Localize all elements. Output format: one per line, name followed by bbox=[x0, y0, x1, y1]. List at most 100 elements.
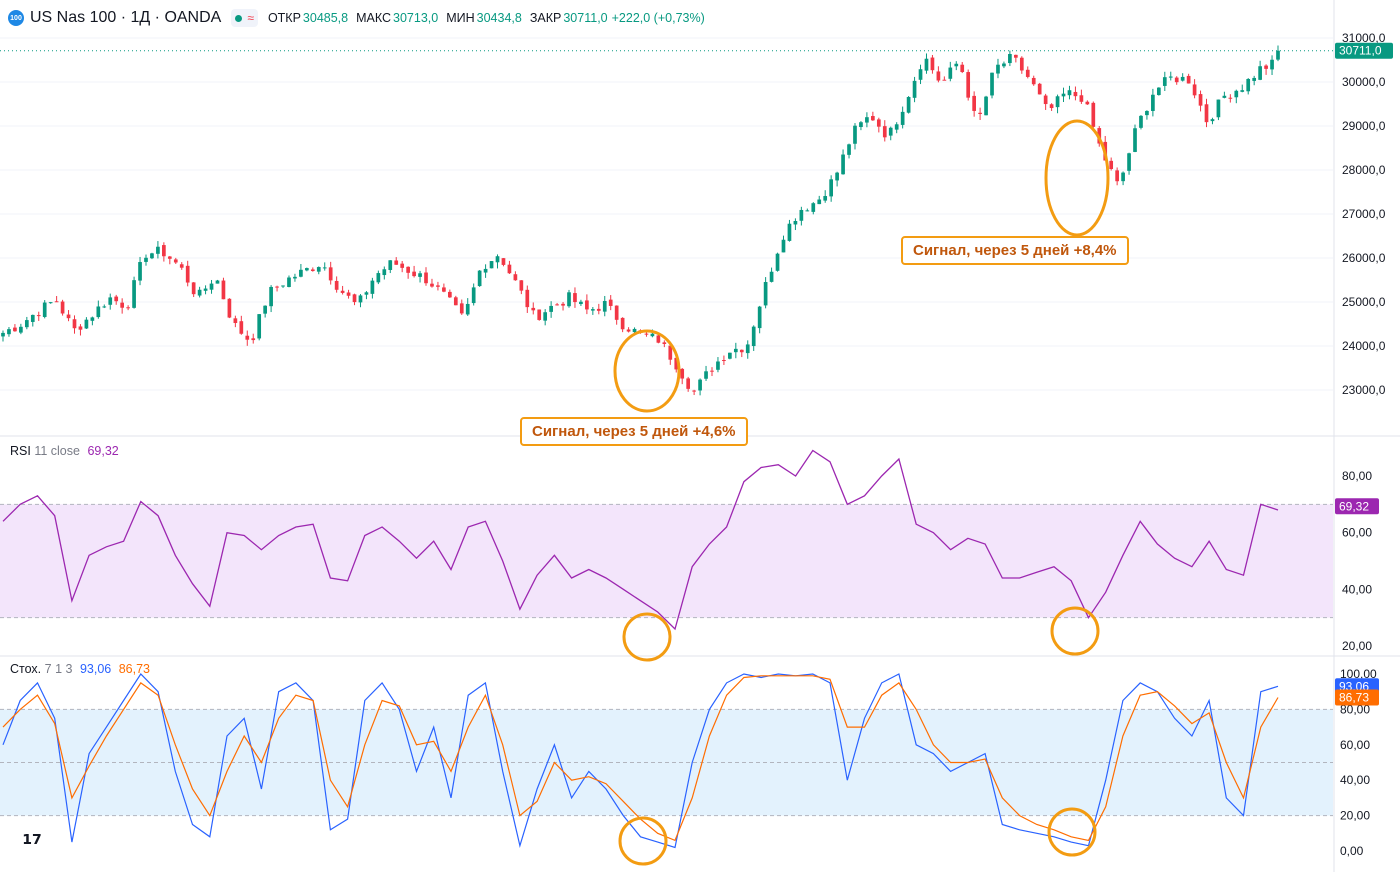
candle-body bbox=[608, 299, 613, 306]
candle-body bbox=[400, 263, 405, 268]
candle-body bbox=[495, 256, 500, 263]
candle-body bbox=[459, 303, 464, 314]
candle-body bbox=[1091, 102, 1096, 127]
candle-body bbox=[525, 289, 530, 308]
rsi-legend[interactable]: RSI 11 close 69,32 bbox=[10, 444, 119, 458]
candle-body bbox=[805, 210, 810, 212]
close-value: 30711,0 bbox=[563, 11, 608, 25]
tradingview-logo-icon[interactable]: 𝟭𝟳 bbox=[22, 830, 42, 847]
candle-body bbox=[316, 267, 321, 272]
candle-body bbox=[1109, 160, 1114, 170]
signal-highlight-circle bbox=[613, 329, 681, 413]
candle-body bbox=[1246, 79, 1251, 92]
candle-body bbox=[84, 319, 89, 329]
candle-body bbox=[322, 267, 327, 269]
candle-body bbox=[352, 294, 357, 303]
candle-body bbox=[888, 127, 893, 136]
candle-body bbox=[96, 306, 101, 318]
candle-body bbox=[1174, 77, 1179, 83]
candle-body bbox=[394, 260, 399, 265]
symbol-title[interactable]: US Nas 100 · 1Д · OANDA bbox=[30, 9, 222, 26]
stoch-k-line bbox=[2, 673, 1279, 849]
candle-body bbox=[215, 280, 220, 284]
change-value: +222,0 (+0,73%) bbox=[611, 11, 705, 25]
candle-body bbox=[602, 300, 607, 312]
candle-body bbox=[841, 154, 845, 175]
candle-body bbox=[281, 285, 285, 287]
candle-body bbox=[912, 80, 917, 98]
candle-body bbox=[305, 268, 309, 271]
candle-body bbox=[650, 333, 655, 337]
signal-callout-2: Сигнал, через 5 дней +8,4% bbox=[901, 236, 1129, 265]
candle-body bbox=[489, 261, 494, 269]
stoch-tick-label: 60,00 bbox=[1340, 738, 1370, 752]
candle-body bbox=[1258, 66, 1262, 80]
stoch-params: 7 1 3 bbox=[44, 662, 73, 676]
candle-body bbox=[453, 297, 458, 306]
candle-body bbox=[1222, 95, 1227, 98]
candle-body bbox=[72, 319, 77, 329]
candle-body bbox=[680, 368, 685, 379]
candle-body bbox=[853, 125, 857, 144]
market-status[interactable]: ≈ bbox=[231, 9, 258, 27]
candle-body bbox=[328, 267, 333, 281]
candle-body bbox=[1031, 77, 1036, 85]
candle-body bbox=[1061, 93, 1066, 97]
candle-body bbox=[1145, 110, 1149, 116]
candle-body bbox=[13, 327, 17, 332]
close-label: ЗАКР bbox=[529, 11, 562, 25]
candle-body bbox=[483, 268, 488, 273]
candle-body bbox=[1240, 90, 1245, 92]
candle-body bbox=[1228, 97, 1233, 99]
candle-body bbox=[173, 259, 178, 263]
candle-body bbox=[346, 292, 351, 296]
signal-highlight-circle bbox=[1044, 119, 1110, 237]
candle-body bbox=[1180, 76, 1185, 81]
candle-body bbox=[477, 270, 482, 287]
candle-body bbox=[817, 199, 822, 205]
candle-body bbox=[245, 335, 250, 340]
candle-body bbox=[847, 144, 851, 155]
candle-body bbox=[894, 124, 899, 130]
price-tick-label: 28000,0 bbox=[1342, 163, 1386, 177]
stoch-legend[interactable]: Стох. 7 1 3 93,06 86,73 bbox=[10, 662, 150, 676]
candle-body bbox=[1014, 54, 1018, 58]
candle-body bbox=[692, 390, 696, 392]
candle-body bbox=[167, 256, 172, 259]
candle-body bbox=[728, 352, 732, 359]
candle-body bbox=[924, 58, 929, 71]
candle-body bbox=[60, 301, 65, 314]
candle-body bbox=[275, 286, 279, 288]
candle-body bbox=[751, 326, 756, 347]
candle-body bbox=[793, 220, 798, 225]
candle-body bbox=[775, 253, 780, 271]
candle-body bbox=[269, 286, 273, 307]
candle-body bbox=[835, 172, 839, 181]
candle-body bbox=[1270, 59, 1274, 70]
price-tick-label: 29000,0 bbox=[1342, 119, 1386, 133]
candle-body bbox=[1198, 94, 1203, 106]
candle-body bbox=[340, 290, 345, 293]
low-value: 30434,8 bbox=[476, 11, 522, 25]
candle-body bbox=[7, 329, 11, 335]
candle-body bbox=[471, 287, 476, 304]
candle-body bbox=[412, 271, 416, 277]
candle-body bbox=[960, 64, 965, 73]
candle-body bbox=[823, 196, 828, 201]
candle-body bbox=[424, 272, 428, 284]
candle-body bbox=[114, 296, 119, 302]
stoch-k-value: 93,06 bbox=[79, 662, 112, 676]
candle-body bbox=[54, 301, 59, 303]
candle-body bbox=[221, 280, 226, 300]
candle-body bbox=[36, 315, 41, 317]
candle-body bbox=[1192, 84, 1197, 96]
open-value: 30485,8 bbox=[302, 11, 349, 25]
symbol-badge-icon: 100 bbox=[8, 10, 24, 26]
candle-body bbox=[990, 72, 994, 96]
candle-body bbox=[376, 273, 381, 283]
candle-body bbox=[257, 314, 262, 339]
candle-body bbox=[358, 295, 363, 303]
stoch-signal-circle bbox=[618, 816, 668, 866]
candle-body bbox=[787, 223, 792, 241]
